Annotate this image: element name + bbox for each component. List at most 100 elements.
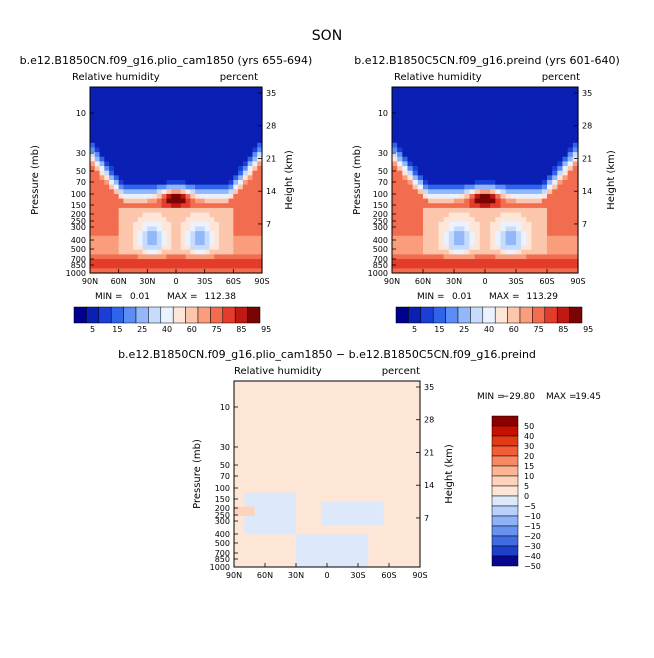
field-cell (428, 152, 434, 158)
field-cell (185, 245, 191, 251)
field-cell (404, 404, 411, 410)
field-cell (342, 450, 349, 456)
field-cell (399, 469, 406, 475)
field-cell (161, 268, 168, 274)
colorbar-swatch (491, 525, 519, 537)
field-cell (383, 469, 390, 475)
field-cell (94, 268, 101, 274)
colorbar-label: 75 (212, 325, 222, 334)
field-cell (104, 184, 110, 190)
field-cell (417, 203, 424, 209)
field-cell (428, 240, 434, 246)
field-cell (414, 450, 421, 456)
field-cell (104, 91, 110, 97)
field-cell (185, 119, 191, 125)
field-cell (247, 203, 254, 209)
field-cell (104, 207, 110, 214)
field-cell (526, 138, 533, 144)
field-cell (389, 483, 395, 489)
field-cell (438, 259, 445, 265)
y-tick-label: 700 (71, 255, 86, 264)
field-cell (270, 478, 276, 484)
field-cell (257, 240, 263, 246)
field-cell (142, 184, 148, 190)
field-cell (531, 235, 538, 242)
field-cell (290, 413, 297, 419)
y-tick-label: 500 (71, 245, 86, 254)
field-cell (423, 231, 429, 237)
field-cell (247, 110, 254, 116)
field-cell (166, 96, 172, 102)
field-cell (296, 539, 302, 545)
field-cell (280, 427, 287, 433)
field-cell (190, 212, 196, 218)
field-cell (495, 198, 502, 204)
field-cell (301, 427, 307, 433)
field-cell (204, 156, 211, 162)
field-cell (332, 520, 338, 526)
field-cell (516, 170, 522, 176)
field-cell (402, 226, 409, 232)
field-cell (464, 207, 471, 214)
field-cell (301, 413, 307, 419)
field-cell (321, 432, 328, 438)
field-cell (407, 87, 414, 93)
field-cell (228, 184, 234, 190)
field-cell (166, 87, 172, 93)
field-cell (242, 180, 249, 186)
field-cell (228, 180, 234, 186)
field-cell (378, 427, 385, 433)
field-cell (347, 404, 354, 410)
field-cell (505, 152, 512, 158)
field-cell (242, 198, 249, 204)
field-cell (195, 226, 201, 232)
field-cell (123, 91, 129, 97)
field-cell (485, 259, 491, 265)
field-cell (244, 394, 251, 401)
field-cell (195, 263, 201, 269)
colorbar-swatch (470, 306, 484, 324)
field-cell (397, 198, 403, 204)
field-cell (275, 394, 282, 401)
field-cell (402, 221, 409, 228)
y-tick-label: 10 (220, 403, 230, 412)
field-cell (438, 161, 445, 167)
field-cell (409, 390, 416, 396)
field-cell (204, 91, 211, 97)
field-cell (233, 231, 239, 237)
field-cell (428, 147, 434, 153)
x-tick-label: 90N (226, 571, 242, 580)
field-cell (290, 469, 297, 475)
field-cell (562, 161, 569, 167)
field-cell (321, 492, 328, 498)
field-cell (90, 138, 96, 144)
field-cell (469, 259, 476, 265)
field-cell (290, 381, 297, 387)
field-cell (510, 161, 517, 167)
field-cell (219, 133, 225, 139)
field-cell (378, 478, 385, 484)
field-cell (572, 221, 579, 228)
field-cell (166, 100, 172, 107)
field-cell (495, 91, 502, 97)
field-cell (562, 184, 569, 190)
y-tick-label: 250 (71, 217, 86, 226)
panel-plio-units: percent (220, 72, 258, 83)
field-cell (402, 231, 409, 237)
field-cell (254, 413, 261, 419)
field-cell (242, 96, 249, 102)
field-cell (454, 124, 460, 130)
field-cell (113, 124, 120, 130)
field-cell (404, 450, 411, 456)
height-tick-label: 28 (266, 122, 276, 131)
field-cell (443, 254, 450, 260)
field-cell (423, 156, 429, 162)
field-cell (438, 217, 445, 223)
field-cell (161, 221, 168, 228)
field-cell (161, 119, 168, 125)
field-cell (464, 142, 471, 149)
field-cell (541, 189, 548, 195)
panel-difference-field (233, 380, 421, 568)
field-cell (454, 170, 460, 176)
field-cell (223, 124, 230, 130)
